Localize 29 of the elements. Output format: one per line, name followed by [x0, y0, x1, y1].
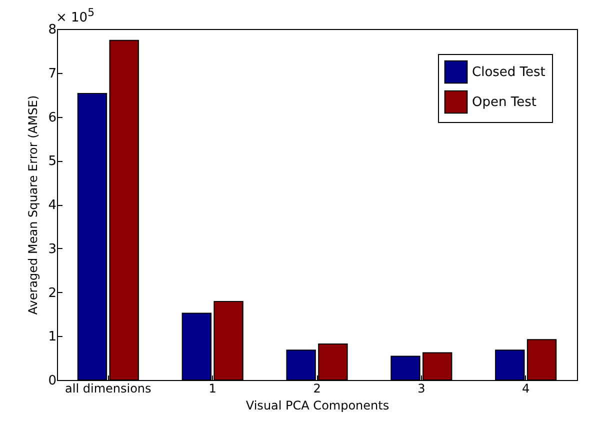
bar — [286, 350, 316, 380]
text: × 10$^{5}$ — [56, 6, 94, 26]
bar — [390, 356, 420, 380]
bar — [182, 312, 212, 380]
y-tick-label: 3 — [48, 242, 56, 257]
x-axis-title: Visual PCA Components — [246, 398, 390, 412]
x-tick-label: 2 — [313, 382, 321, 396]
bar — [109, 40, 139, 380]
y-tick-label: 4 — [48, 198, 56, 213]
legend-label: Open Test — [472, 95, 536, 110]
bar — [318, 344, 348, 380]
x-tick-label: 4 — [522, 382, 530, 396]
y-tick-label: 0 — [48, 374, 56, 388]
bar — [214, 300, 244, 380]
y-tick-label: 7 — [48, 66, 56, 82]
x-tick-label: 3 — [418, 382, 426, 396]
y-tick-label: 6 — [48, 110, 56, 126]
y-tick-label: 1 — [48, 330, 56, 345]
bar — [495, 350, 525, 380]
bar — [422, 352, 452, 380]
y-tick-label: 2 — [48, 286, 56, 301]
y-axis-title: Averaged Mean Square Error (AMSE) — [26, 95, 40, 315]
legend-label: Closed Test — [472, 65, 546, 80]
bar — [77, 92, 108, 380]
x-tick-label: all dimensions — [65, 382, 152, 396]
y-tick-label: 5 — [48, 154, 56, 170]
x-tick-label: 1 — [208, 382, 216, 396]
y-tick-label: 8 — [48, 22, 56, 38]
bar — [526, 339, 557, 380]
